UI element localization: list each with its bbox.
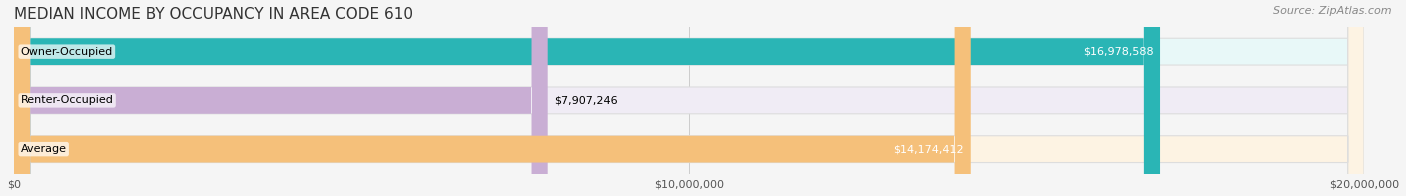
Text: MEDIAN INCOME BY OCCUPANCY IN AREA CODE 610: MEDIAN INCOME BY OCCUPANCY IN AREA CODE … xyxy=(14,7,413,22)
Text: Owner-Occupied: Owner-Occupied xyxy=(21,47,112,57)
Text: Renter-Occupied: Renter-Occupied xyxy=(21,95,114,105)
Text: $7,907,246: $7,907,246 xyxy=(554,95,619,105)
FancyBboxPatch shape xyxy=(14,0,970,196)
FancyBboxPatch shape xyxy=(14,0,1364,196)
FancyBboxPatch shape xyxy=(14,0,1364,196)
FancyBboxPatch shape xyxy=(14,0,548,196)
Text: $16,978,588: $16,978,588 xyxy=(1083,47,1153,57)
FancyBboxPatch shape xyxy=(14,0,1160,196)
Text: $14,174,412: $14,174,412 xyxy=(893,144,965,154)
Text: Source: ZipAtlas.com: Source: ZipAtlas.com xyxy=(1274,6,1392,16)
FancyBboxPatch shape xyxy=(14,0,1364,196)
Text: Average: Average xyxy=(21,144,66,154)
